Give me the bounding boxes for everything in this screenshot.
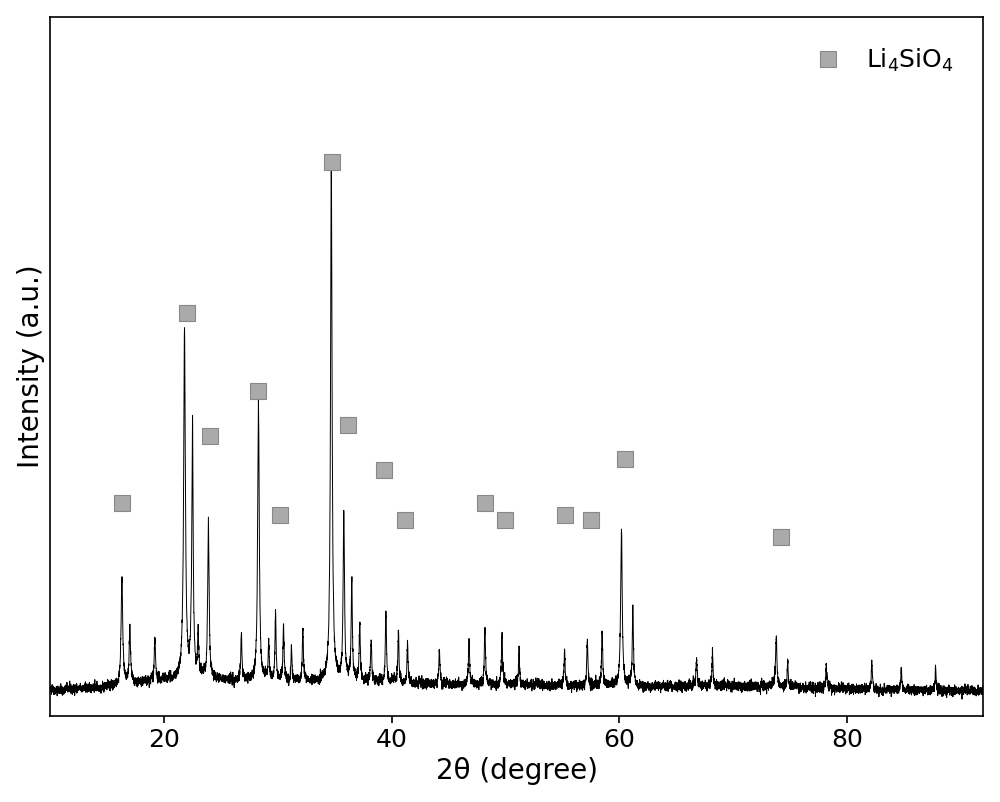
X-axis label: 2θ (degree): 2θ (degree) xyxy=(436,757,598,785)
Y-axis label: Intensity (a.u.): Intensity (a.u.) xyxy=(17,265,45,468)
Legend: Li$_4$SiO$_4$: Li$_4$SiO$_4$ xyxy=(793,37,963,84)
